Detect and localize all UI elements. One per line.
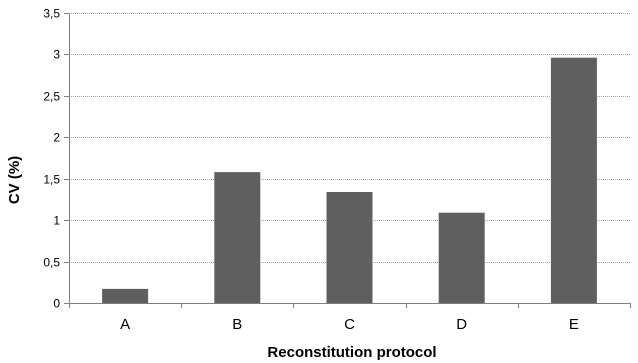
y-tick-label: 2 [53,131,60,145]
x-tick-label: E [569,316,579,333]
bar-e [550,57,597,304]
axes [64,13,631,308]
bar-b [214,172,261,303]
x-tick-label: C [344,316,355,333]
y-tick-label: 3 [53,48,60,62]
y-tick-label: 3,5 [43,7,60,21]
y-axis-title: CV (%) [6,156,23,204]
bar-c [326,192,373,303]
y-tick-label: 0 [53,297,60,311]
x-tick-label: D [456,316,467,333]
axis-labels: 0 0,5 1 1,5 2 2,5 3 3,5 A B C D E [43,7,579,334]
y-tick-label: 1 [53,214,60,228]
bar-d [438,212,485,303]
y-tick-label: 0,5 [43,256,60,270]
y-tick-label: 1,5 [43,173,60,187]
bars [102,57,597,304]
x-tick-label: B [232,316,242,333]
y-tick-label: 2,5 [43,90,60,104]
x-axis-title: Reconstitution protocol [267,344,436,361]
x-tick-label: A [120,316,130,333]
bar-a [102,288,149,303]
